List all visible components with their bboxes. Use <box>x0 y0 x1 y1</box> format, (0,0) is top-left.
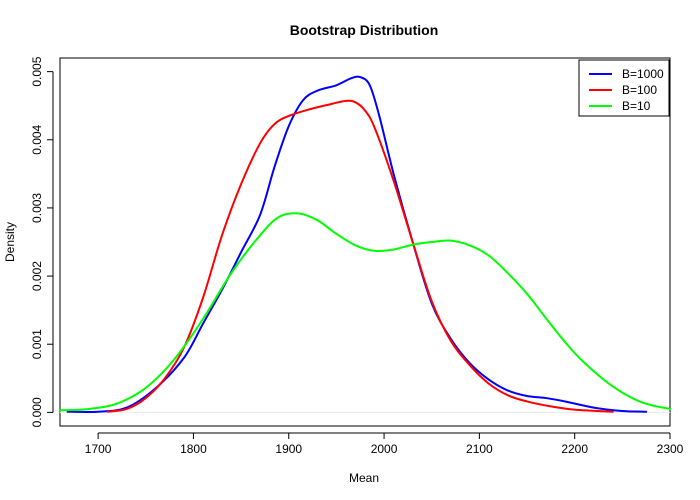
y-tick-label: 0.002 <box>30 261 44 291</box>
plot-area: 1700 1800 1900 2000 2100 2200 2300 0.0000.0010… <box>30 56 684 456</box>
x-tick-label: 2000 <box>371 442 398 456</box>
plot-frame <box>59 57 671 427</box>
y-tick-label: 0.003 <box>30 193 44 223</box>
x-tick-label: 2300 <box>657 442 684 456</box>
x-axis: 1700 1800 1900 2000 2100 2200 2300 <box>85 432 684 456</box>
chart-title: Bootstrap Distribution <box>290 22 439 38</box>
x-axis-title: Mean <box>349 471 379 485</box>
x-tick-label: 1800 <box>180 442 207 456</box>
y-tick-label: 0.004 <box>30 124 44 154</box>
legend: B=1000 B=100 B=10 <box>578 59 670 117</box>
y-tick-label: 0.000 <box>30 397 44 427</box>
legend-label: B=10 <box>622 99 651 113</box>
x-tick-label: 1900 <box>275 442 302 456</box>
y-axis: 0.000 0.001 0.002 0.003 0.004 0.005 <box>30 56 54 427</box>
x-tick-label: 1700 <box>85 442 112 456</box>
series-line-b-1000 <box>66 75 648 413</box>
y-tick-label: 0.005 <box>30 56 44 86</box>
y-tick-label: 0.001 <box>30 329 44 359</box>
series-lines <box>59 75 671 413</box>
series-line-b-100 <box>106 99 614 413</box>
legend-label: B=1000 <box>622 67 664 81</box>
y-axis-title: Density <box>3 222 17 262</box>
x-tick-label: 2100 <box>466 442 493 456</box>
series-line-b-10 <box>59 212 671 412</box>
legend-label: B=100 <box>622 83 657 97</box>
x-tick-label: 2200 <box>561 442 588 456</box>
